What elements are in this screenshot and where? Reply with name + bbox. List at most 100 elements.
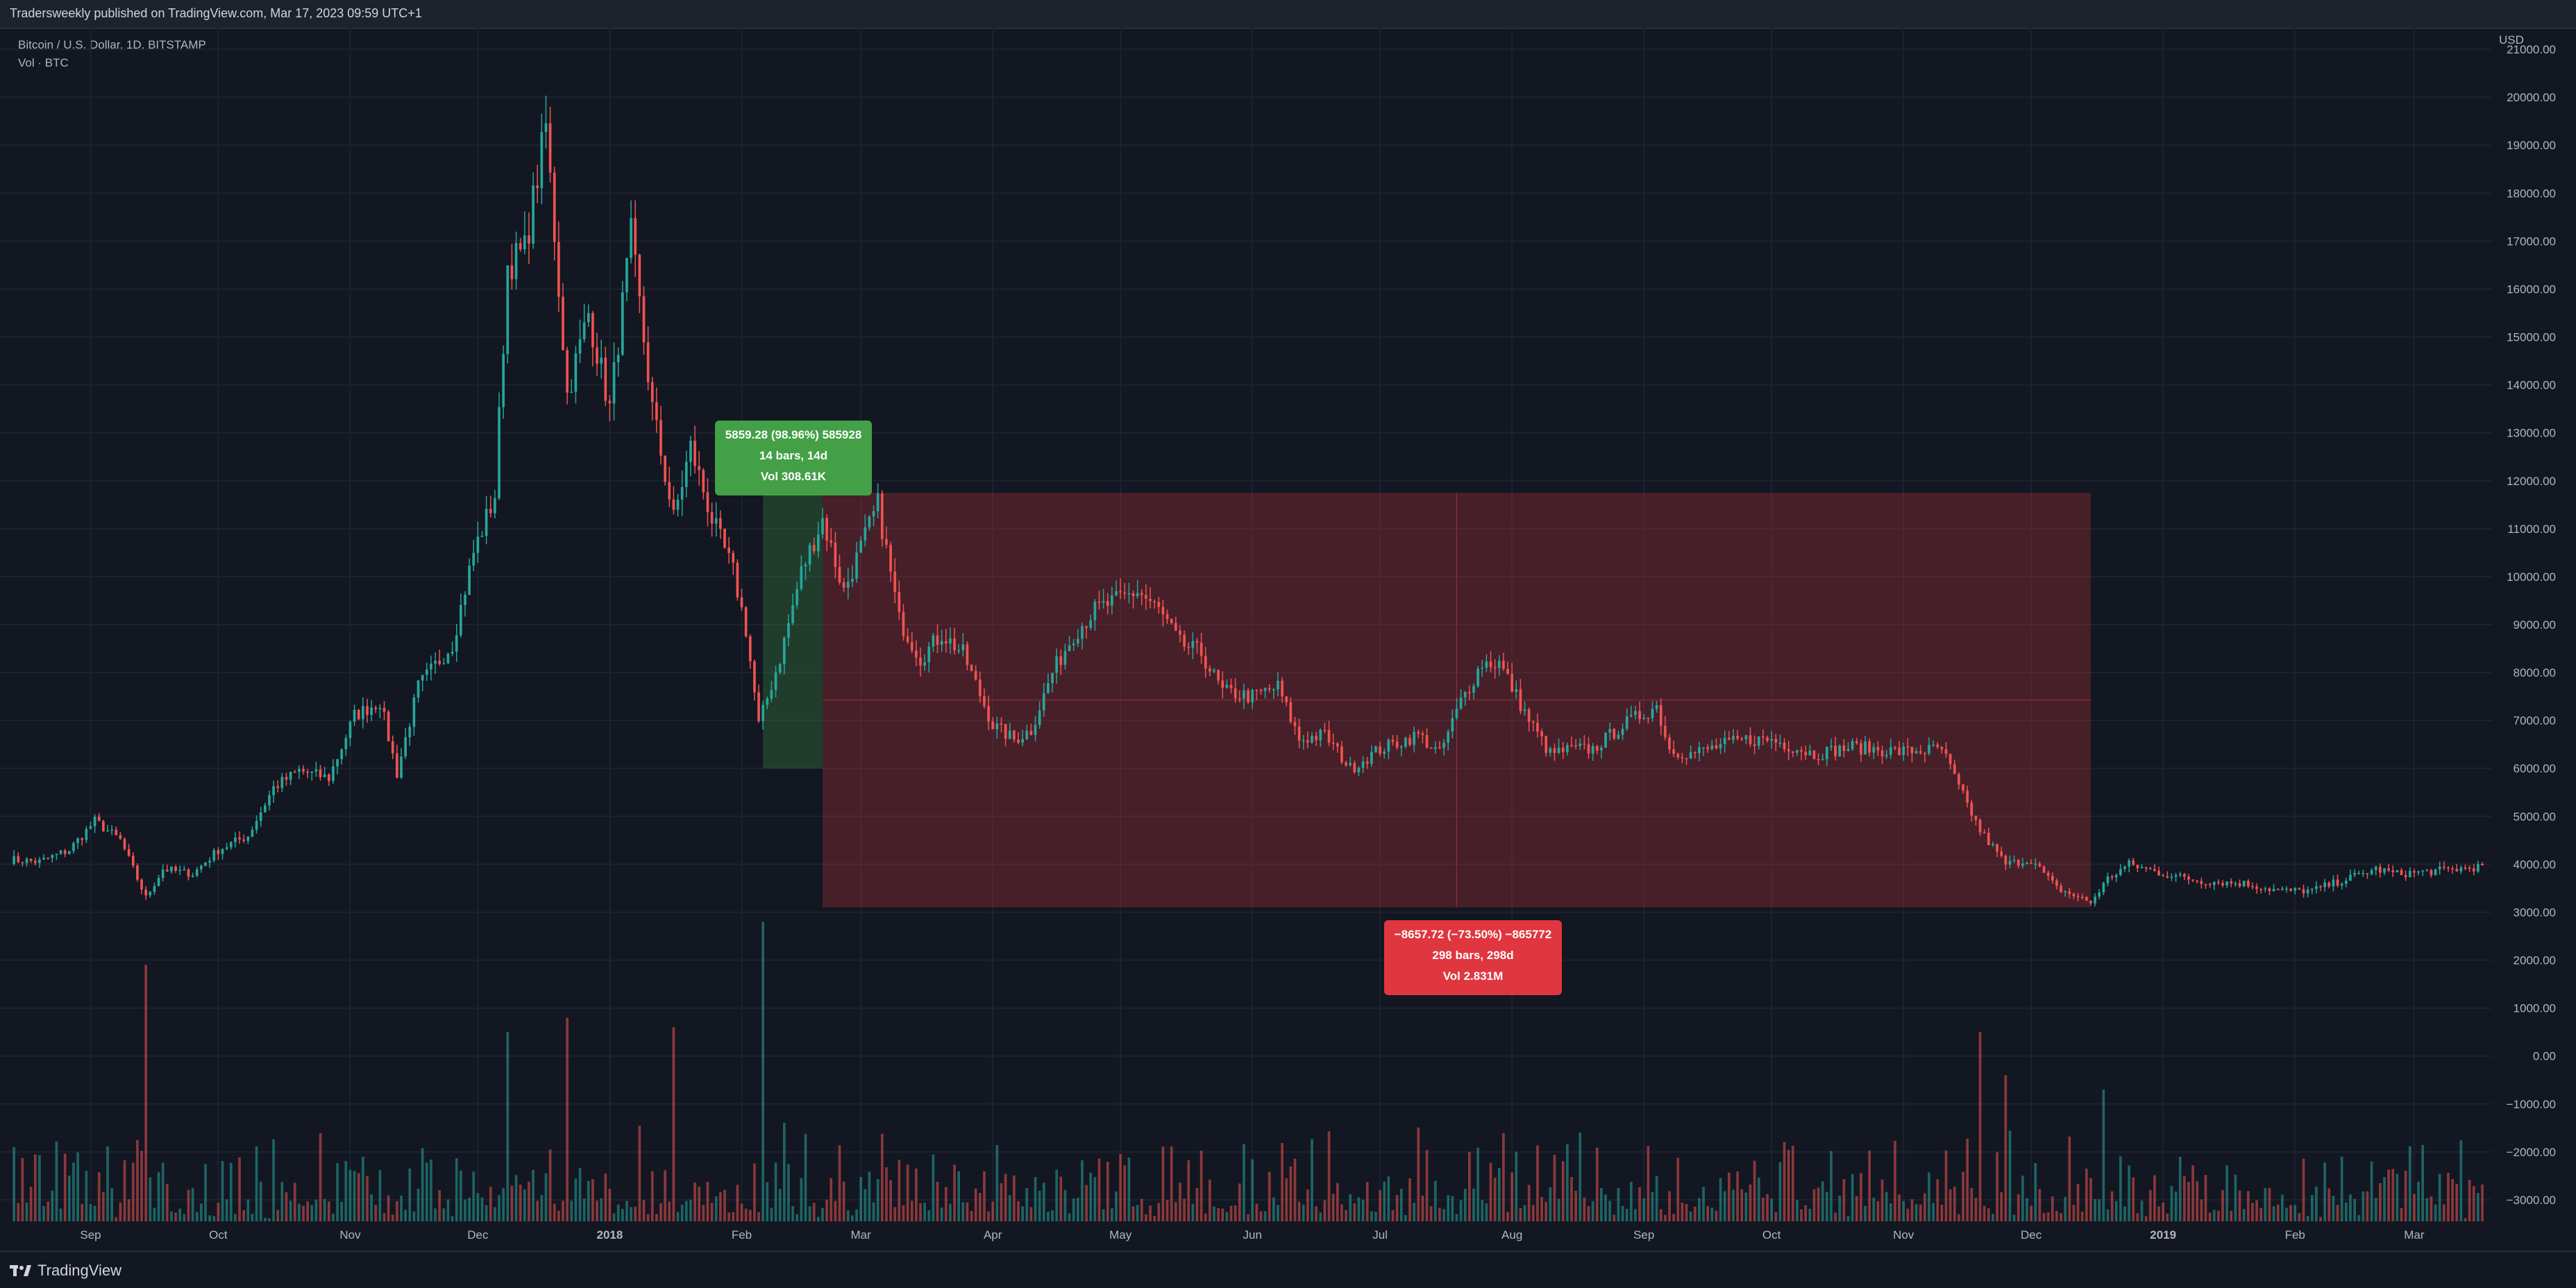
candle-body (1531, 722, 1535, 723)
candle-body (314, 769, 318, 772)
volume-bar (2208, 1212, 2212, 1221)
candle-body (1183, 634, 1186, 647)
candle-body (1165, 614, 1169, 620)
volume-bar (344, 1161, 348, 1221)
volume-indicator-title[interactable]: Vol · BTC (18, 56, 69, 69)
candle-body (2055, 880, 2058, 886)
candle-body (1549, 748, 1552, 753)
candle-body (2153, 869, 2156, 871)
price-tick-label: 15000.00 (2507, 331, 2556, 344)
candle-body (1540, 731, 1543, 736)
candle-body (1361, 761, 1365, 768)
gain-measure-label[interactable]: 5859.28 (98.96%) 585928 14 bars, 14d Vol… (715, 421, 872, 495)
volume-bar (2200, 1199, 2203, 1221)
candle-body (1642, 718, 1646, 720)
candle-body (204, 862, 207, 866)
volume-bar (1621, 1205, 1624, 1221)
candle-body (680, 486, 684, 500)
volume-bar (1540, 1196, 1543, 1221)
candle-body (289, 772, 292, 780)
volume-bar (17, 1203, 20, 1221)
symbol-title[interactable]: Bitcoin / U.S. Dollar, 1D, BITSTAMP (18, 38, 206, 51)
volume-bar (21, 1158, 24, 1221)
volume-bar (812, 1203, 816, 1221)
price-tick-label: 17000.00 (2507, 235, 2556, 248)
volume-bar (770, 1208, 773, 1221)
volume-bar (123, 1160, 126, 1221)
volume-bar (63, 1153, 67, 1221)
candle-body (2085, 897, 2088, 901)
candle-body (957, 650, 961, 652)
volume-bar (2255, 1200, 2258, 1221)
volume-bar (519, 1185, 522, 1221)
candle-body (778, 663, 782, 673)
volume-bar (2140, 1201, 2144, 1221)
volume-bar (1404, 1214, 1407, 1221)
candle-body (1894, 747, 1896, 749)
candle-body (659, 420, 662, 456)
volume-bar (1693, 1206, 1697, 1221)
candle-body (795, 588, 799, 605)
candle-body (412, 697, 416, 727)
volume-bar (264, 1217, 267, 1221)
candle-body (2238, 883, 2241, 887)
volume-bar (910, 1201, 914, 1221)
candle-body (664, 455, 666, 482)
price-tick-label: 9000.00 (2514, 618, 2556, 632)
volume-bar (1489, 1162, 1492, 1221)
price-chart[interactable]: 21000.00 20000.00 19000.00 18000.00 17000.00… (0, 28, 2576, 1251)
candle-body (1451, 718, 1454, 732)
volume-bar (255, 1146, 258, 1221)
candle-body (276, 786, 280, 788)
candle-body (2038, 863, 2042, 867)
volume-bar (983, 1171, 986, 1221)
candle-body (1175, 622, 1177, 631)
candle-body (612, 362, 616, 404)
volume-bar (714, 1196, 718, 1221)
volume-bar (2430, 1196, 2433, 1221)
volume-bar (2034, 1163, 2037, 1221)
price-tick-label: 21000.00 (2507, 43, 2556, 56)
volume-bar (2098, 1199, 2101, 1221)
volume-bar (1345, 1210, 1347, 1221)
candle-body (25, 858, 28, 863)
candle-body (1982, 832, 1986, 834)
candle-body (710, 512, 714, 524)
volume-bar (1996, 1152, 1998, 1221)
candle-body (1728, 738, 1731, 740)
candle-body (1013, 730, 1016, 740)
volume-bar (2089, 1178, 2092, 1221)
loss-measure-label[interactable]: −8657.72 (−73.50%) −865772 298 bars, 298… (1384, 920, 1562, 995)
volume-bar (898, 1160, 901, 1221)
volume-bar (2379, 1183, 2382, 1221)
volume-bar (468, 1197, 471, 1221)
candle-body (2136, 865, 2139, 869)
candle-body (2319, 886, 2322, 888)
candle-body (1195, 641, 1199, 643)
volume-bar (136, 1139, 139, 1221)
volume-bar (634, 1206, 637, 1221)
volume-bar (510, 1185, 514, 1221)
volume-bar (2391, 1169, 2395, 1221)
candle-body (2421, 870, 2425, 872)
volume-bar (1838, 1195, 1842, 1221)
volume-bar (1247, 1214, 1249, 1221)
candle-body (1272, 689, 1275, 690)
volume-bar (889, 1180, 892, 1221)
candle-body (1595, 746, 1599, 751)
volume-bar (2400, 1208, 2403, 1221)
candle-body (85, 829, 88, 840)
volume-bar (523, 1189, 526, 1221)
candle-body (2017, 859, 2020, 866)
tradingview-brand[interactable]: TradingView (10, 1262, 121, 1280)
candle-body (123, 838, 126, 849)
candle-body (1608, 729, 1612, 733)
candle-body (1753, 744, 1756, 746)
candle-body (787, 623, 790, 638)
volume-bar (1063, 1189, 1067, 1221)
candle-body (638, 255, 641, 297)
candle-body (1732, 736, 1735, 740)
candle-body (1953, 764, 1956, 774)
candle-body (1476, 668, 1479, 686)
volume-bar (170, 1211, 173, 1221)
